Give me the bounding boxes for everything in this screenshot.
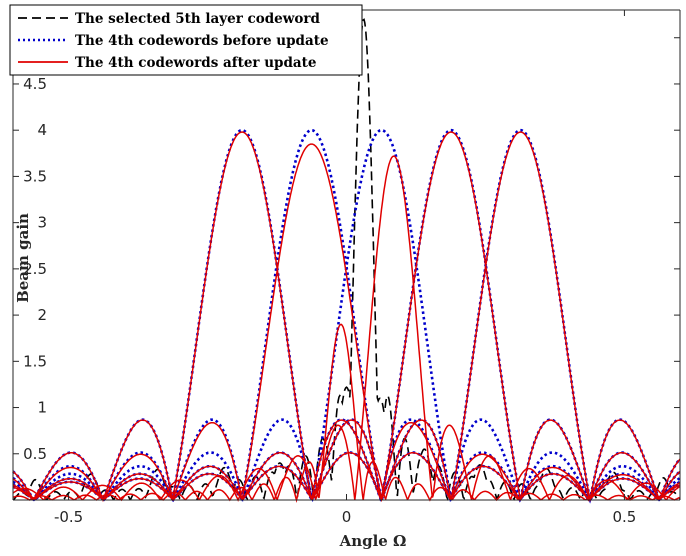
legend-label-4th-before: The 4th codewords before update — [75, 33, 329, 49]
y-tick-label-7: 4 — [37, 121, 47, 139]
y-tick-label-5: 3 — [37, 214, 47, 232]
x-axis-title: Angle Ω — [339, 532, 407, 550]
series-2-beam-3 — [12, 131, 681, 503]
y-tick-label-1: 1 — [37, 399, 47, 417]
x-tick-label-1: 0 — [342, 508, 352, 526]
y-axis-title: Beam gain — [14, 213, 32, 303]
legend: The selected 5th layer codeword The 4th … — [9, 4, 363, 76]
y-tick-label-8: 4.5 — [23, 75, 47, 93]
y-tick-label-3: 2 — [37, 306, 47, 324]
series-2-beam-5 — [12, 323, 681, 503]
series-line-5th-layer — [12, 18, 681, 501]
y-tick-label-6: 3.5 — [23, 167, 47, 185]
legend-label-4th-after: The 4th codewords after update — [75, 55, 316, 71]
legend-box — [9, 4, 363, 76]
series-1-beam-2 — [12, 128, 681, 503]
y-tick-label-4: 2.5 — [23, 260, 47, 278]
y-tick-label-0: 0.5 — [23, 445, 47, 463]
x-tick-label-2: 0.5 — [612, 508, 636, 526]
y-tick-label-2: 1.5 — [23, 352, 47, 370]
series-layer — [12, 18, 682, 504]
series-2 — [12, 131, 681, 503]
x-tick-label-0: -0.5 — [54, 508, 83, 526]
series-2-beam-4 — [12, 131, 681, 503]
series-0 — [12, 18, 681, 501]
legend-label-5th-layer: The selected 5th layer codeword — [75, 11, 320, 27]
